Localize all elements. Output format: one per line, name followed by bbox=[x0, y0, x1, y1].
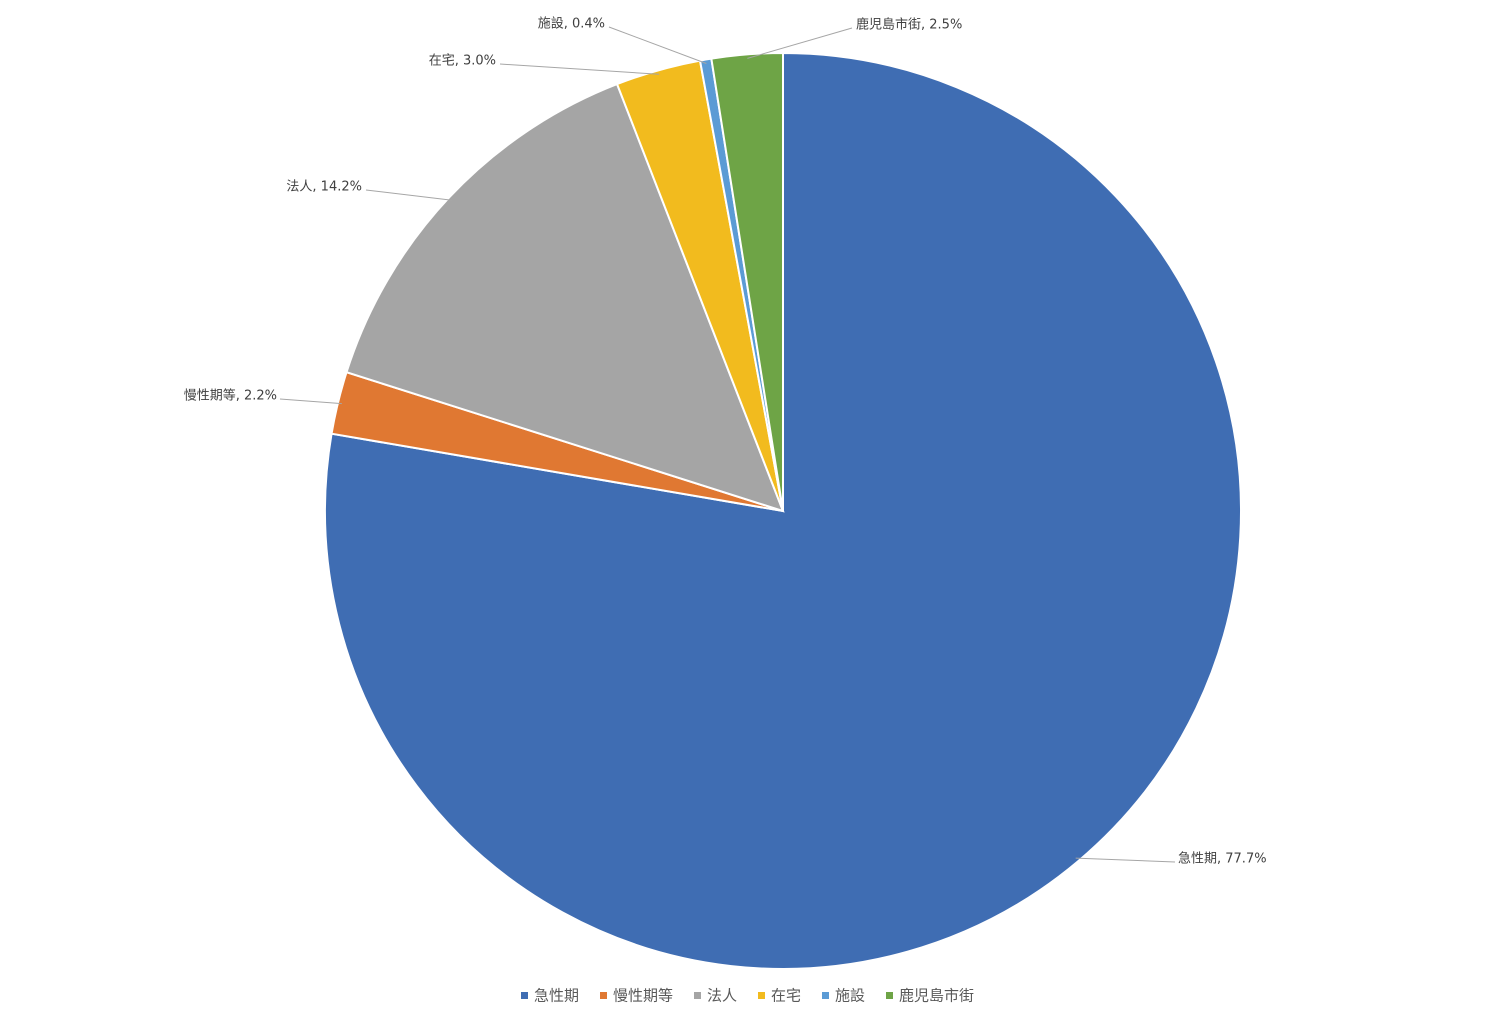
leader-line bbox=[1075, 857, 1176, 863]
data-label: 法人, 14.2% bbox=[286, 180, 362, 195]
leader-line bbox=[279, 398, 342, 405]
legend-swatch bbox=[886, 992, 893, 999]
pie-slice bbox=[710, 51, 784, 512]
leader-line bbox=[365, 189, 453, 201]
data-label: 在宅, 3.0% bbox=[429, 54, 496, 69]
legend-swatch bbox=[600, 992, 607, 999]
legend-swatch bbox=[694, 992, 701, 999]
legend-swatch bbox=[758, 992, 765, 999]
data-label: 急性期, 77.7% bbox=[1178, 852, 1267, 867]
legend-label: 鹿児島市街 bbox=[899, 987, 974, 1005]
legend: 急性期 慢性期等 法人 在宅 施設 鹿児島市街 bbox=[521, 987, 974, 1005]
leader-line bbox=[608, 26, 707, 64]
legend-label: 在宅 bbox=[771, 987, 801, 1005]
leader-line bbox=[499, 63, 660, 75]
leader-line bbox=[747, 27, 853, 59]
legend-swatch bbox=[822, 992, 829, 999]
legend-label: 施設 bbox=[835, 987, 865, 1005]
legend-label: 法人 bbox=[707, 987, 737, 1005]
data-label: 慢性期等, 2.2% bbox=[184, 388, 277, 404]
data-label: 鹿児島市街, 2.5% bbox=[856, 17, 962, 33]
legend-label: 慢性期等 bbox=[613, 987, 673, 1005]
pie-slice bbox=[345, 82, 785, 513]
data-label: 施設, 0.4% bbox=[538, 16, 605, 32]
legend-label: 急性期 bbox=[534, 987, 579, 1005]
legend-swatch bbox=[521, 992, 528, 999]
